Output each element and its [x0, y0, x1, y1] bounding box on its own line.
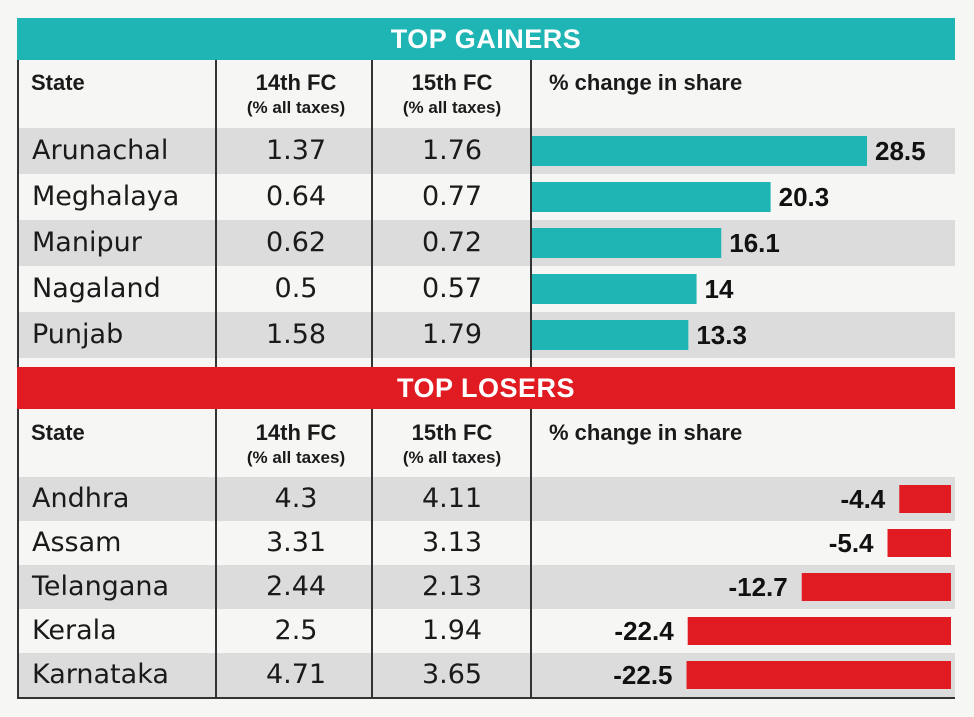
loser-fc14-cell: 4.3 — [274, 483, 318, 514]
loser-state-cell: Karnataka — [32, 659, 169, 690]
gainers-header-15fc-label: 15th FC — [411, 70, 493, 95]
gainer-state-cell: Arunachal — [32, 135, 169, 166]
loser-state-cell: Telangana — [32, 571, 170, 602]
grid-line — [215, 409, 217, 699]
gainer-fc15-cell: 0.72 — [421, 227, 483, 258]
table-row: Assam 3.31 3.13 — [17, 521, 955, 565]
gainer-fc14-cell: 0.62 — [265, 227, 327, 258]
gainers-header-14fc: 14th FC (% all taxes) — [217, 70, 375, 137]
gainer-state-cell: Nagaland — [32, 273, 161, 304]
grid-line — [215, 60, 217, 367]
gainer-state-cell: Punjab — [32, 319, 124, 350]
grid-line — [17, 60, 19, 367]
loser-fc14-cell: 4.71 — [265, 659, 327, 690]
loser-bar-label: -4.4 — [840, 484, 885, 514]
loser-fc15-cell: 3.13 — [421, 527, 483, 558]
gainer-fc14-cell: 1.58 — [265, 319, 327, 350]
gainer-state-cell: Manipur — [32, 227, 142, 258]
gainer-bar — [532, 320, 689, 350]
losers-header-14fc-sub: (% all taxes) — [246, 448, 346, 467]
loser-bar-label: -5.4 — [829, 528, 874, 558]
gainers-header-14fc-sub: (% all taxes) — [246, 98, 346, 117]
bar-cell — [532, 521, 955, 565]
gainers-header-15fc: 15th FC (% all taxes) — [373, 70, 531, 137]
gainer-bar-label: 14 — [705, 274, 734, 304]
gainer-bar-label: 16.1 — [729, 228, 780, 258]
gainer-fc14-cell: 0.5 — [274, 273, 318, 304]
loser-bar — [687, 617, 951, 645]
loser-fc15-cell: 3.65 — [421, 659, 483, 690]
loser-fc15-cell: 1.94 — [421, 615, 483, 646]
gainers-title-band: TOP GAINERS — [17, 18, 955, 60]
table-row: Manipur 0.62 0.72 — [17, 220, 955, 266]
loser-fc15-cell: 2.13 — [421, 571, 483, 602]
loser-state-cell: Assam — [32, 527, 122, 558]
gainers-header-14fc-label: 14th FC — [255, 70, 337, 95]
gainer-fc15-cell: 0.57 — [421, 273, 483, 304]
losers-title: TOP LOSERS — [396, 372, 576, 403]
gainer-bar-label: 13.3 — [696, 320, 747, 350]
loser-fc15-cell: 4.11 — [421, 483, 483, 514]
losers-header-row: State 14th FC (% all taxes) 15th FC (% a… — [17, 410, 955, 477]
losers-header-15fc: 15th FC (% all taxes) — [373, 420, 531, 487]
losers-title-band: TOP LOSERS — [17, 367, 955, 409]
loser-bar-label: -22.4 — [614, 616, 674, 646]
grid-line — [17, 409, 19, 699]
loser-fc14-cell: 2.5 — [274, 615, 318, 646]
gainer-bar — [532, 182, 771, 212]
losers-header-14fc-label: 14th FC — [255, 420, 337, 445]
grid-line — [530, 409, 532, 699]
losers-header-15fc-label: 15th FC — [411, 420, 493, 445]
loser-fc14-cell: 2.44 — [265, 571, 327, 602]
gainer-fc14-cell: 1.37 — [265, 135, 327, 166]
gainer-state-cell: Meghalaya — [32, 181, 180, 212]
gainer-bar — [532, 136, 867, 166]
bottom-rule — [17, 697, 955, 699]
loser-state-cell: Andhra — [32, 483, 130, 514]
losers-header-15fc-sub: (% all taxes) — [402, 448, 502, 467]
loser-bar — [887, 529, 951, 557]
loser-bar-label: -12.7 — [728, 572, 787, 602]
gainer-fc15-cell: 1.79 — [421, 319, 483, 350]
losers-header-14fc: 14th FC (% all taxes) — [217, 420, 375, 487]
bar-cell — [532, 477, 955, 521]
gainer-fc15-cell: 0.77 — [421, 181, 483, 212]
gainer-bar-label: 28.5 — [875, 136, 926, 166]
losers-header-state: State — [31, 420, 85, 445]
gainer-bar — [532, 274, 697, 304]
gainers-header-change: % change in share — [549, 70, 743, 95]
loser-bar — [899, 485, 951, 513]
table-row: Punjab 1.58 1.79 — [17, 312, 955, 358]
loser-state-cell: Kerala — [32, 615, 117, 646]
loser-bar-label: -22.5 — [613, 660, 672, 690]
loser-bar — [801, 573, 951, 601]
gainer-bar — [532, 228, 722, 258]
gainers-title: TOP GAINERS — [390, 23, 582, 54]
loser-bar — [686, 661, 951, 689]
table-row: Andhra 4.3 4.11 — [17, 477, 955, 521]
grid-line — [371, 60, 373, 367]
gainers-header-state: State — [31, 70, 85, 95]
grid-line — [371, 409, 373, 699]
losers-header-change: % change in share — [549, 420, 743, 445]
gainer-fc14-cell: 0.64 — [265, 181, 327, 212]
gainers-header-15fc-sub: (% all taxes) — [402, 98, 502, 117]
grid-line — [530, 60, 532, 367]
gainer-fc15-cell: 1.76 — [421, 135, 483, 166]
gainer-bar-label: 20.3 — [779, 182, 830, 212]
gainers-header-row: State 14th FC (% all taxes) 15th FC (% a… — [17, 60, 955, 127]
loser-fc14-cell: 3.31 — [265, 527, 327, 558]
